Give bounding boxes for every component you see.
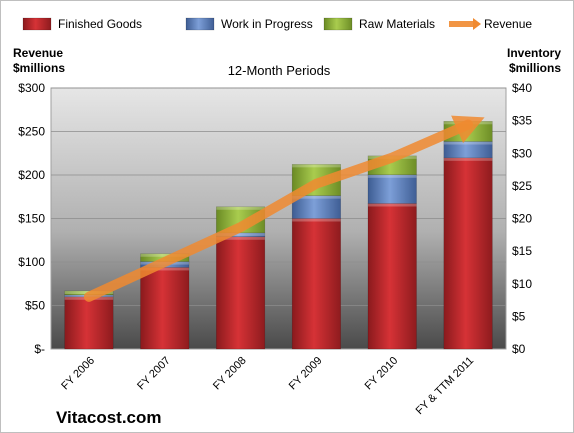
bar-finished-goods (291, 218, 341, 350)
bar-highlight (216, 236, 265, 240)
legend-swatch-finished-goods (22, 17, 52, 31)
left-tick-label: $100 (18, 255, 45, 269)
left-tick-label: $50 (25, 299, 45, 313)
bar-highlight (216, 206, 265, 210)
right-tick-label: $40 (512, 81, 532, 95)
right-tick-label: $20 (512, 212, 532, 226)
chart-title: 12-Month Periods (228, 63, 331, 78)
category-label: FY 2007 (135, 355, 173, 393)
right-axis-label-line-1: Inventory (507, 46, 561, 60)
category-label: FY 2009 (287, 355, 325, 393)
right-tick-label: $5 (512, 309, 526, 323)
bar-highlight (367, 174, 417, 178)
right-tick-label: $30 (512, 146, 532, 160)
legend: Finished Goods Work in Progress Raw Materi… (22, 17, 532, 31)
bar-work-in-progress (367, 174, 417, 204)
right-axis-label-line-2: $millions (509, 61, 561, 75)
gridlines (51, 87, 506, 306)
bar-highlight (292, 195, 341, 199)
vitacost-watermark: Vitacost.com (56, 408, 162, 427)
right-tick-label: $25 (512, 179, 532, 193)
category-label: FY & TTM 2011 (414, 355, 477, 418)
left-axis-label-line-1: Revenue (13, 46, 63, 60)
bar-finished-goods (443, 157, 493, 350)
category-label: FY 2006 (59, 355, 97, 393)
category-label: FY 2010 (363, 355, 401, 393)
left-tick-label: $300 (18, 81, 45, 95)
legend-swatch-raw-materials (323, 17, 353, 31)
bar-finished-goods (140, 267, 190, 350)
bar-highlight (443, 157, 493, 161)
legend-swatch-work-in-progress (185, 17, 215, 31)
legend-label: Finished Goods (58, 17, 142, 31)
bar-highlight (443, 141, 493, 145)
bar-highlight (140, 253, 190, 257)
right-tick-label: $10 (512, 277, 532, 291)
bar-highlight (140, 267, 190, 271)
category-label: FY 2008 (211, 355, 249, 393)
bar-finished-goods (367, 203, 417, 350)
right-tick-label: $35 (512, 114, 532, 128)
right-tick-label: $15 (512, 244, 532, 258)
revenue-line-path (83, 115, 485, 302)
right-tick-label: $0 (512, 342, 526, 356)
left-tick-label: $200 (18, 168, 45, 182)
legend-label: Raw Materials (359, 17, 435, 31)
legend-label: Revenue (484, 17, 532, 31)
legend-arrow-icon (473, 18, 481, 30)
bar-highlight (292, 218, 341, 222)
bar-finished-goods (216, 236, 266, 350)
left-axis-label-line-2: $millions (13, 61, 65, 75)
bar-highlight (292, 164, 341, 168)
revenue-line (83, 115, 485, 302)
bar-finished-goods (64, 296, 114, 350)
left-tick-label: $- (34, 342, 45, 356)
legend-label: Work in Progress (221, 17, 313, 31)
bar-highlight (367, 203, 417, 207)
bar-highlight (216, 232, 265, 236)
left-tick-label: $250 (18, 125, 45, 139)
left-tick-label: $150 (18, 212, 45, 226)
